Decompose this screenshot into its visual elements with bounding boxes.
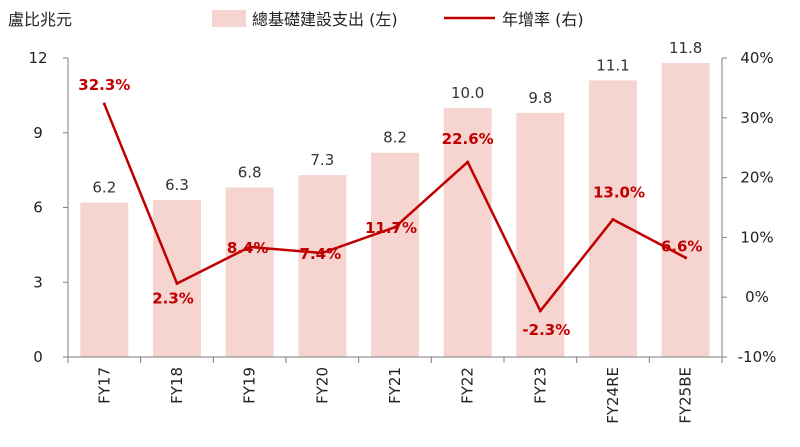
bar bbox=[661, 62, 710, 357]
bar-value-label: 6.3 bbox=[165, 176, 189, 194]
right-axis-tick-label: 20% bbox=[740, 169, 773, 187]
bar-value-label: 6.8 bbox=[238, 164, 262, 182]
left-axis-tick-label: 0 bbox=[33, 348, 43, 366]
bar-value-label: 11.8 bbox=[669, 39, 702, 57]
bar bbox=[298, 175, 347, 357]
growth-point bbox=[248, 245, 252, 249]
right-axis-tick-label: 0% bbox=[745, 288, 769, 306]
left-axis-tick-label: 9 bbox=[33, 124, 43, 142]
bar bbox=[225, 187, 274, 357]
bar bbox=[80, 202, 129, 357]
legend-label-bar: 總基礎建設支出 (左) bbox=[252, 10, 398, 29]
left-axis-unit-label: 盧比兆元 bbox=[8, 10, 72, 29]
right-axis: -10% 0% 10% 20% 30% 40% bbox=[721, 49, 777, 366]
bar-value-label: 10.0 bbox=[451, 84, 484, 102]
growth-value-label: 11.7% bbox=[365, 219, 417, 237]
bar-value-label: 9.8 bbox=[528, 89, 552, 107]
x-axis: FY17 FY18 FY19 FY20 FY21 FY22 FY23 FY24RE FY25BE bbox=[67, 356, 723, 424]
bar bbox=[516, 112, 565, 357]
x-axis-category-label: FY17 bbox=[95, 367, 113, 404]
growth-point bbox=[320, 251, 324, 255]
left-axis-tick-label: 3 bbox=[33, 273, 43, 291]
legend-label-line: 年增率 (右) bbox=[502, 10, 584, 29]
growth-point bbox=[393, 225, 397, 229]
bar-value-label: 11.1 bbox=[596, 56, 629, 74]
bar bbox=[153, 200, 201, 357]
legend-swatch-bar bbox=[212, 10, 246, 27]
x-axis-category-label: FY18 bbox=[168, 367, 186, 404]
left-axis-tick-label: 6 bbox=[33, 199, 43, 217]
growth-value-labels: 32.3% 2.3% 8.4% 7.4% 11.7% 22.6% -2.3% 13.0% 6.6… bbox=[78, 76, 702, 339]
growth-value-label: 6.6% bbox=[661, 238, 703, 256]
growth-value-label: 7.4% bbox=[300, 245, 342, 263]
left-axis-tick-label: 12 bbox=[28, 49, 47, 67]
x-axis-category-label: FY19 bbox=[241, 367, 259, 404]
growth-line-series bbox=[102, 102, 688, 313]
growth-value-label: -2.3% bbox=[522, 321, 570, 339]
growth-value-label: 32.3% bbox=[78, 76, 130, 94]
legend: 總基礎建設支出 (左) 年增率 (右) bbox=[212, 10, 584, 29]
bar bbox=[371, 152, 419, 357]
x-axis-category-label: FY21 bbox=[386, 367, 404, 404]
left-axis: 0 3 6 9 12 bbox=[28, 49, 69, 366]
x-axis-category-label: FY22 bbox=[459, 367, 477, 404]
growth-point bbox=[684, 256, 688, 260]
bar-value-label: 8.2 bbox=[383, 129, 407, 147]
growth-value-label: 2.3% bbox=[152, 289, 194, 307]
right-axis-tick-label: 10% bbox=[740, 228, 773, 246]
growth-value-label: 8.4% bbox=[227, 239, 269, 257]
growth-point bbox=[175, 281, 179, 285]
bar-value-labels: 6.2 6.3 6.8 7.3 8.2 10.0 9.8 11.1 11.8 bbox=[92, 39, 702, 197]
growth-point bbox=[538, 309, 542, 313]
x-axis-category-label: FY20 bbox=[313, 367, 331, 404]
bar bbox=[443, 107, 492, 357]
growth-point bbox=[102, 102, 106, 106]
bar-value-label: 7.3 bbox=[310, 151, 334, 169]
right-axis-tick-label: 30% bbox=[740, 109, 773, 127]
x-axis-category-label: FY25BE bbox=[677, 367, 695, 424]
right-axis-tick-label: -10% bbox=[738, 348, 777, 366]
growth-value-label: 13.0% bbox=[593, 183, 645, 201]
growth-point bbox=[466, 160, 470, 164]
bar-value-label: 6.2 bbox=[92, 179, 116, 197]
growth-point bbox=[611, 217, 615, 221]
x-axis-category-label: FY24RE bbox=[604, 367, 622, 424]
right-axis-tick-label: 40% bbox=[740, 49, 773, 67]
x-axis-category-label: FY23 bbox=[531, 367, 549, 404]
growth-value-label: 22.6% bbox=[442, 130, 494, 148]
bar-series bbox=[80, 62, 710, 358]
